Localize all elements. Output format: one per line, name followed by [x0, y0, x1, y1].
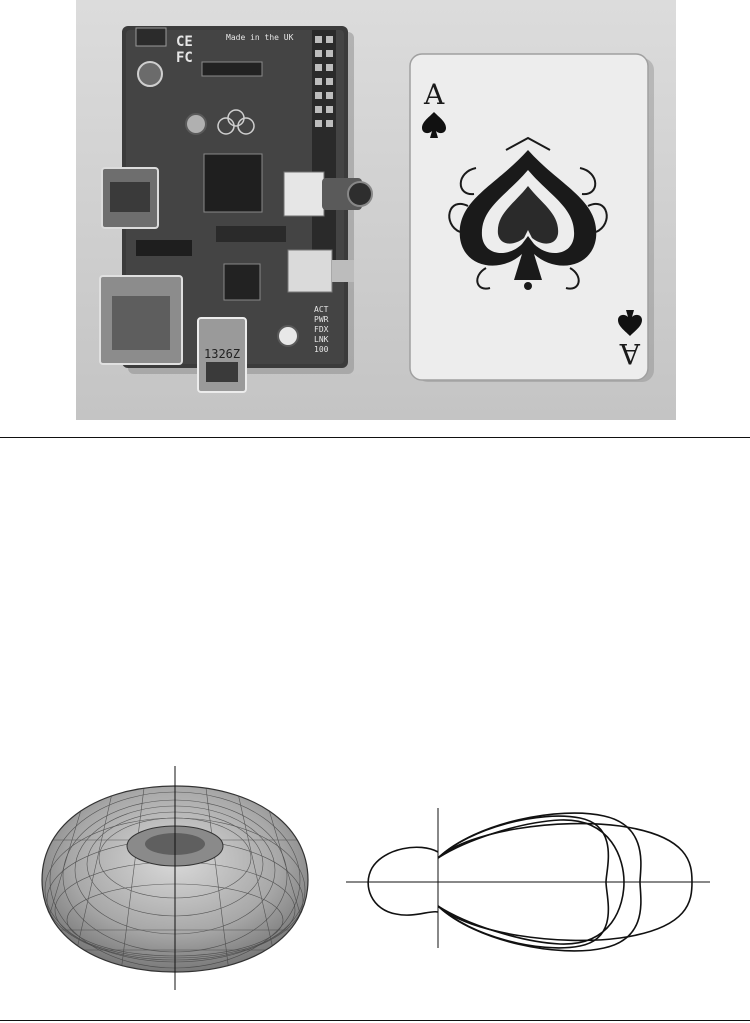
back-lobe: [367, 846, 439, 916]
forward-lobe-3: [437, 819, 625, 945]
usb-port: 1326Z: [197, 317, 247, 393]
spade-icon: [422, 112, 446, 138]
circuit-board: CE FC Made in the UK: [99, 26, 373, 393]
chip-label: 1326Z: [204, 347, 240, 361]
forward-lobe-2: [437, 812, 642, 952]
photo-panel: CE FC Made in the UK: [76, 0, 676, 420]
lobe-diagram: [346, 808, 710, 952]
soc-chip: [203, 153, 263, 213]
svg-text:CE: CE: [176, 34, 193, 50]
led-label: ACT: [314, 305, 329, 314]
rca-jack: [283, 171, 373, 217]
led-label: PWR: [314, 315, 329, 324]
capacitor: [137, 61, 163, 87]
mounting-hole: [185, 113, 207, 135]
raspberry-logo-icon: [217, 109, 255, 135]
card-rank-bottom: A: [619, 337, 641, 370]
ornate-spade-icon: [448, 136, 608, 290]
power-connector: [135, 27, 167, 47]
audio-jack: [287, 249, 333, 293]
gpio-header: [312, 30, 336, 280]
figure-rule-bottom: [0, 1020, 750, 1021]
figure-rule-top: [0, 437, 750, 438]
made-in-label: Made in the UK: [226, 33, 294, 42]
led-label: 100: [314, 345, 329, 354]
led-labels: ACT PWR FDX LNK 100: [314, 305, 329, 354]
svg-text:FC: FC: [176, 50, 193, 66]
ethernet-port: [99, 275, 183, 365]
spade-icon: [618, 310, 642, 336]
led-label: LNK: [314, 335, 329, 344]
mounting-hole-2: [277, 325, 299, 347]
forward-lobe-1: [437, 815, 610, 949]
bottom-figure: [0, 760, 750, 1010]
playing-card: A A: [409, 53, 654, 382]
forward-lobe-4: [437, 822, 693, 942]
led-label: FDX: [314, 325, 329, 334]
card-rank-top: A: [423, 78, 445, 111]
torus-pattern: [41, 766, 309, 990]
usb-ethernet-chip: [223, 263, 261, 301]
